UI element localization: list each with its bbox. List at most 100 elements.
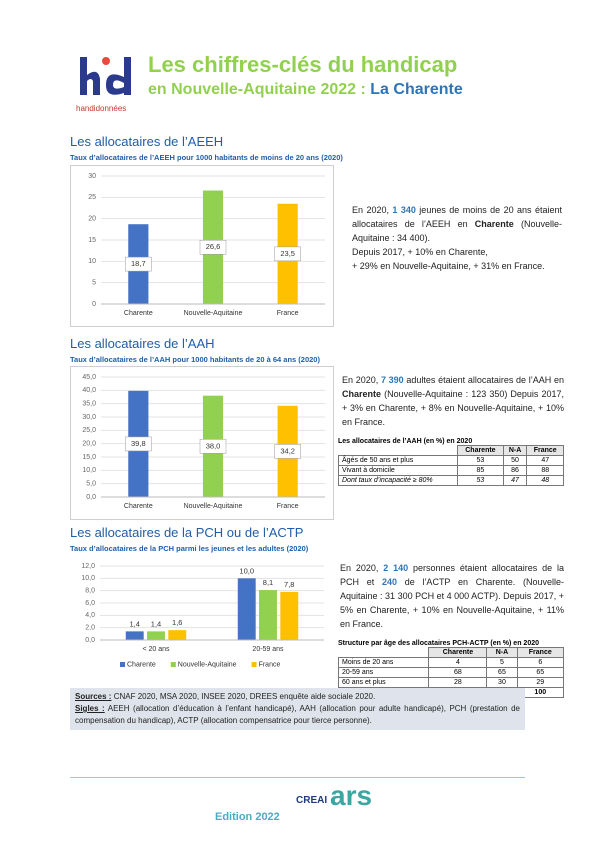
- row: Moins de 20 ans 4 5 6: [337, 657, 565, 668]
- legend-swatch: [170, 662, 176, 667]
- row-header: 60 ans et plus: [337, 677, 430, 688]
- cell: 65: [486, 667, 518, 678]
- cell: 53: [457, 475, 504, 486]
- table-title: Les allocataires de l’AAH (en %) en 2020: [338, 438, 473, 445]
- label: Sources :: [75, 692, 112, 701]
- sigles: Sigles : AEEH (allocation d’éducation à …: [75, 703, 520, 727]
- y-tick-label: 0,0: [85, 637, 95, 644]
- cell: 50: [502, 455, 528, 466]
- column-header: France: [516, 647, 565, 658]
- label-box: [199, 439, 227, 454]
- value-label: 7,8: [284, 580, 294, 589]
- row: 20-59 ans 68 65 65: [337, 667, 565, 678]
- chart: 0,0 2,0 4,0 6,0 8,0 10,0 12,0 < 20 ans 20-59 ans…: [81, 563, 324, 668]
- text: adultes étaient allocataires de l’AAH en: [403, 375, 564, 385]
- value-label: 10,0: [239, 566, 254, 575]
- corner-cell: [339, 648, 429, 658]
- y-tick-label: 30,0: [82, 414, 96, 421]
- y-tick-label: 10,0: [81, 575, 95, 582]
- y-tick-label: 10,0: [82, 467, 96, 474]
- section-subtitle: Taux d’allocataires de l’AAH pour 1000 h…: [70, 355, 320, 364]
- cell: 53: [457, 455, 504, 466]
- cell: 47: [502, 475, 528, 486]
- x-tick-label: France: [277, 310, 299, 317]
- logo: handidonnées: [76, 55, 138, 115]
- y-tick-label: 0: [92, 301, 96, 308]
- x-tick-label: < 20 ans: [142, 646, 170, 653]
- label-box: [274, 444, 301, 459]
- paragraph: En 2020, 2 140 personnes étaient allocat…: [340, 561, 564, 631]
- paragraph: En 2020, 7 390 adultes étaient allocatai…: [342, 373, 564, 429]
- y-tick-label: 25: [88, 194, 96, 201]
- column-header: France: [526, 445, 564, 456]
- cell: 5: [486, 657, 518, 668]
- chart: 0,0 5,0 10,0 15,0 20,0 25,0 30,0 35,0 40,0 45,0 Ch…: [70, 366, 334, 520]
- cell: 86: [502, 465, 528, 476]
- value-label: 38,0: [206, 441, 221, 450]
- bar: [280, 591, 299, 640]
- paragraph: En 2020, 1 340 jeunes de moins de 20 ans…: [352, 203, 562, 273]
- y-tick-label: 15,0: [82, 454, 96, 461]
- cell: 28: [428, 677, 488, 688]
- row-header: Moins de 20 ans: [337, 657, 430, 668]
- row-header: Vivant à domicile: [337, 465, 459, 476]
- x-tick-label: Charente: [124, 310, 153, 317]
- text: CNAF 2020, MSA 2020, INSEE 2020, DREES e…: [111, 692, 376, 701]
- text: (Nouvelle-Aquitaine : 123 350) Depuis 20…: [342, 389, 564, 427]
- y-tick-label: 5,0: [86, 481, 96, 488]
- y-tick-label: 20,0: [82, 441, 96, 448]
- separator: [70, 777, 525, 778]
- section-title: Les allocataires de l’AAH: [70, 336, 215, 351]
- label-box: [274, 246, 301, 262]
- y-tick-label: 6,0: [85, 600, 95, 607]
- y-tick-label: 0,0: [86, 494, 96, 501]
- highlight: 7 390: [380, 375, 404, 385]
- logo-ars: ars: [330, 780, 373, 811]
- cell: 88: [526, 465, 564, 476]
- highlight: Charente: [474, 219, 514, 229]
- section-title: Les allocataires de la PCH ou de l’ACTP: [70, 525, 304, 540]
- label-box: [199, 240, 227, 255]
- text: Depuis 2017, + 10% en Charente,: [352, 247, 488, 257]
- section-subtitle: Taux d’allocataires de la PCH parmi les …: [70, 544, 309, 553]
- row-header: 20-59 ans: [337, 667, 430, 678]
- logo-creai: CREAI: [296, 795, 328, 806]
- y-tick-label: 5: [92, 280, 96, 287]
- y-tick-label: 4,0: [85, 612, 95, 619]
- y-tick-label: 45,0: [82, 374, 96, 381]
- row: Âgés de 50 ans et plus 53 50 47: [337, 455, 564, 466]
- y-tick-label: 8,0: [85, 588, 95, 595]
- doc-subtitle: en Nouvelle-Aquitaine 2022 : La Charente: [148, 81, 463, 99]
- bar: [147, 631, 165, 640]
- logo-text: handidonnées: [76, 104, 127, 113]
- x-tick-label: 20-59 ans: [252, 646, 284, 653]
- cell: 29: [516, 677, 565, 688]
- text: de l’ACTP en Charente. (Nouvelle-Aquitai…: [340, 577, 564, 629]
- legend-swatch: [251, 662, 257, 667]
- subtitle-text: en Nouvelle-Aquitaine 2022 :: [148, 81, 371, 98]
- sources: Sources : CNAF 2020, MSA 2020, INSEE 202…: [75, 691, 520, 703]
- place: La Charente: [370, 81, 463, 98]
- cell: 85: [457, 465, 504, 476]
- row: 60 ans et plus 28 30 29: [337, 677, 565, 688]
- text: En 2020,: [352, 205, 393, 215]
- value-label: 8,1: [263, 578, 273, 587]
- text: personnes étaient allocataires de la PCH…: [340, 563, 565, 587]
- value-label: 1,4: [130, 619, 140, 628]
- column-header: Charente: [428, 647, 488, 658]
- row-header: Dont taux d’incapacité ≥ 80%: [337, 475, 459, 486]
- x-tick-label: Nouvelle-Aquitaine: [184, 310, 243, 317]
- x-tick-label: Nouvelle-Aquitaine: [184, 503, 243, 510]
- x-tick-label: France: [277, 503, 299, 510]
- value-label: 1,6: [172, 618, 182, 627]
- doc-title: Les chiffres-clés du handicap: [148, 52, 458, 77]
- x-tick-label: Charente: [124, 503, 153, 510]
- table: Charente N-A France Âgés de 50 ans et plus 5…: [337, 445, 564, 486]
- y-tick-label: 10: [88, 258, 96, 265]
- text: AEEH (allocation d’éducation à l’enfant …: [75, 704, 521, 725]
- row-header: Âgés de 50 ans et plus: [337, 455, 459, 466]
- text: En 2020,: [342, 375, 381, 385]
- chart: 0 5 10 15 20 25 30 Charente Nouvelle-Aquitaine Fr…: [70, 165, 334, 327]
- cell: 4: [428, 657, 488, 668]
- legend-label: Nouvelle-Aquitaine: [178, 661, 237, 668]
